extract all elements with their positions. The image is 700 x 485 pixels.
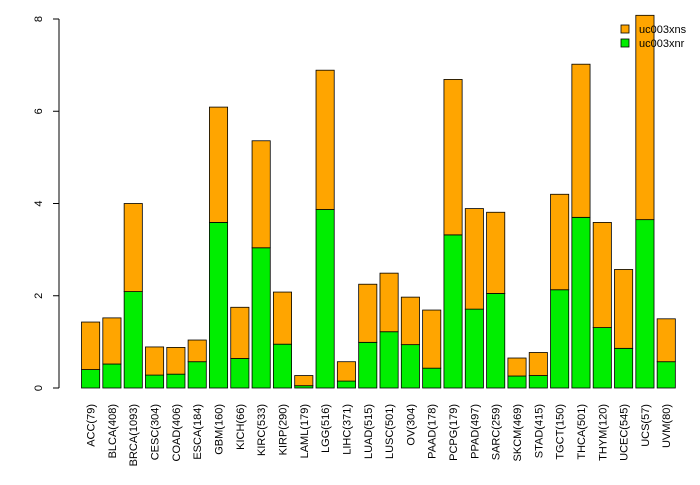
bar-uc003xns-3 (145, 346, 165, 376)
legend-label-uc003xnr: uc003xnr (639, 38, 685, 50)
bars-group (81, 14, 676, 389)
bar-uc003xnr-14 (379, 331, 399, 389)
y-tick-label: 2 (33, 293, 45, 299)
bar-uc003xns-26 (635, 14, 655, 221)
bar-uc003xnr-19 (486, 293, 506, 389)
bar-uc003xnr-11 (315, 209, 335, 389)
y-tick-label: 8 (33, 16, 45, 22)
bar-uc003xns-10 (294, 375, 314, 387)
bar-uc003xns-0 (81, 321, 101, 370)
x-category-label: TGCT(150) (555, 404, 567, 460)
bar-uc003xnr-0 (81, 369, 101, 389)
bar-uc003xns-9 (272, 291, 292, 345)
bar-uc003xnr-4 (166, 373, 186, 389)
bar-uc003xnr-25 (614, 347, 634, 389)
x-category-label: STAD(415) (533, 404, 545, 458)
x-category-label: CESC(304) (150, 404, 162, 460)
x-category-label: SKCM(469) (512, 404, 524, 461)
bar-uc003xns-8 (251, 140, 271, 249)
x-category-label: LUSC(501) (384, 404, 396, 459)
bar-uc003xns-24 (592, 222, 612, 328)
bar-uc003xnr-2 (123, 291, 143, 389)
bar-uc003xnr-9 (272, 343, 292, 389)
x-category-label: LIHC(371) (341, 404, 353, 455)
bar-uc003xnr-23 (571, 216, 591, 389)
x-category-label: LUAD(515) (363, 404, 375, 459)
y-tick-label: 6 (33, 108, 45, 114)
bar-uc003xns-14 (379, 272, 399, 333)
x-category-label: THYM(120) (597, 404, 609, 461)
bar-uc003xnr-7 (230, 358, 250, 389)
bar-uc003xnr-8 (251, 247, 271, 389)
x-category-label: LAML(179) (299, 404, 311, 458)
legend: uc003xns uc003xnr (620, 24, 687, 50)
bar-uc003xns-27 (656, 318, 676, 363)
bar-uc003xns-4 (166, 347, 186, 375)
bar-uc003xns-21 (528, 352, 548, 376)
x-category-label: KIRC(533) (256, 404, 268, 456)
bar-uc003xns-12 (336, 361, 356, 382)
bar-uc003xns-2 (123, 203, 143, 292)
bar-uc003xns-17 (443, 79, 463, 236)
bar-uc003xnr-12 (336, 380, 356, 389)
bar-uc003xns-23 (571, 63, 591, 218)
legend-swatch-uc003xns (620, 24, 630, 34)
bar-uc003xnr-6 (209, 222, 229, 389)
bar-uc003xns-15 (400, 296, 420, 346)
bar-uc003xnr-13 (358, 341, 378, 389)
x-category-label: PPAD(497) (469, 404, 481, 459)
bar-uc003xns-7 (230, 306, 250, 359)
bar-uc003xnr-16 (422, 367, 442, 389)
bar-uc003xnr-22 (550, 289, 570, 389)
x-category-label: LGG(516) (320, 404, 332, 453)
x-category-label: ESCA(184) (192, 404, 204, 460)
legend-label-uc003xns: uc003xns (639, 24, 687, 36)
legend-swatch-uc003xnr (620, 38, 630, 48)
x-category-label: UCS(57) (640, 404, 652, 447)
bar-uc003xns-20 (507, 357, 527, 377)
bar-uc003xns-1 (102, 317, 122, 365)
bar-uc003xnr-5 (187, 361, 207, 389)
x-category-label: COAD(406) (171, 404, 183, 461)
bar-uc003xns-22 (550, 193, 570, 291)
x-category-label: KIRP(290) (277, 404, 289, 455)
bar-uc003xns-25 (614, 269, 634, 349)
x-category-label: OV(304) (405, 404, 417, 446)
bar-uc003xnr-3 (145, 374, 165, 389)
bar-uc003xns-5 (187, 339, 207, 363)
bar-uc003xns-6 (209, 106, 229, 223)
x-category-label: UCEC(545) (619, 404, 631, 461)
x-category-label: UVM(80) (661, 404, 673, 448)
bar-uc003xnr-1 (102, 363, 122, 389)
x-category-label: ACC(79) (86, 404, 98, 447)
bar-uc003xns-11 (315, 69, 335, 210)
x-axis-labels: ACC(79) BLCA(408) BRCA(1093) CESC(304) COAD(… (86, 404, 674, 466)
x-category-label: SARC(259) (491, 404, 503, 460)
bar-uc003xns-16 (422, 309, 442, 369)
x-category-label: PCPG(179) (448, 404, 460, 461)
bar-uc003xns-19 (486, 211, 506, 294)
bar-uc003xns-13 (358, 283, 378, 343)
x-category-label: BLCA(408) (107, 404, 119, 458)
y-tick-label: 0 (33, 385, 45, 391)
bar-uc003xnr-15 (400, 344, 420, 389)
bar-uc003xnr-17 (443, 234, 463, 389)
x-category-label: THCA(501) (576, 404, 588, 460)
x-category-label: PAAD(178) (427, 404, 439, 459)
y-axis: 0 2 4 6 8 (33, 16, 60, 391)
bar-uc003xns-18 (464, 208, 484, 310)
x-category-label: KICH(66) (235, 404, 247, 450)
x-category-label: BRCA(1093) (128, 404, 140, 466)
bar-uc003xnr-18 (464, 308, 484, 389)
x-category-label: GBM(160) (214, 404, 226, 455)
bar-uc003xnr-27 (656, 361, 676, 389)
bar-uc003xnr-20 (507, 375, 527, 389)
y-tick-label: 4 (33, 200, 45, 206)
bar-uc003xnr-24 (592, 327, 612, 389)
bar-uc003xnr-21 (528, 375, 548, 389)
bar-uc003xnr-26 (635, 219, 655, 389)
